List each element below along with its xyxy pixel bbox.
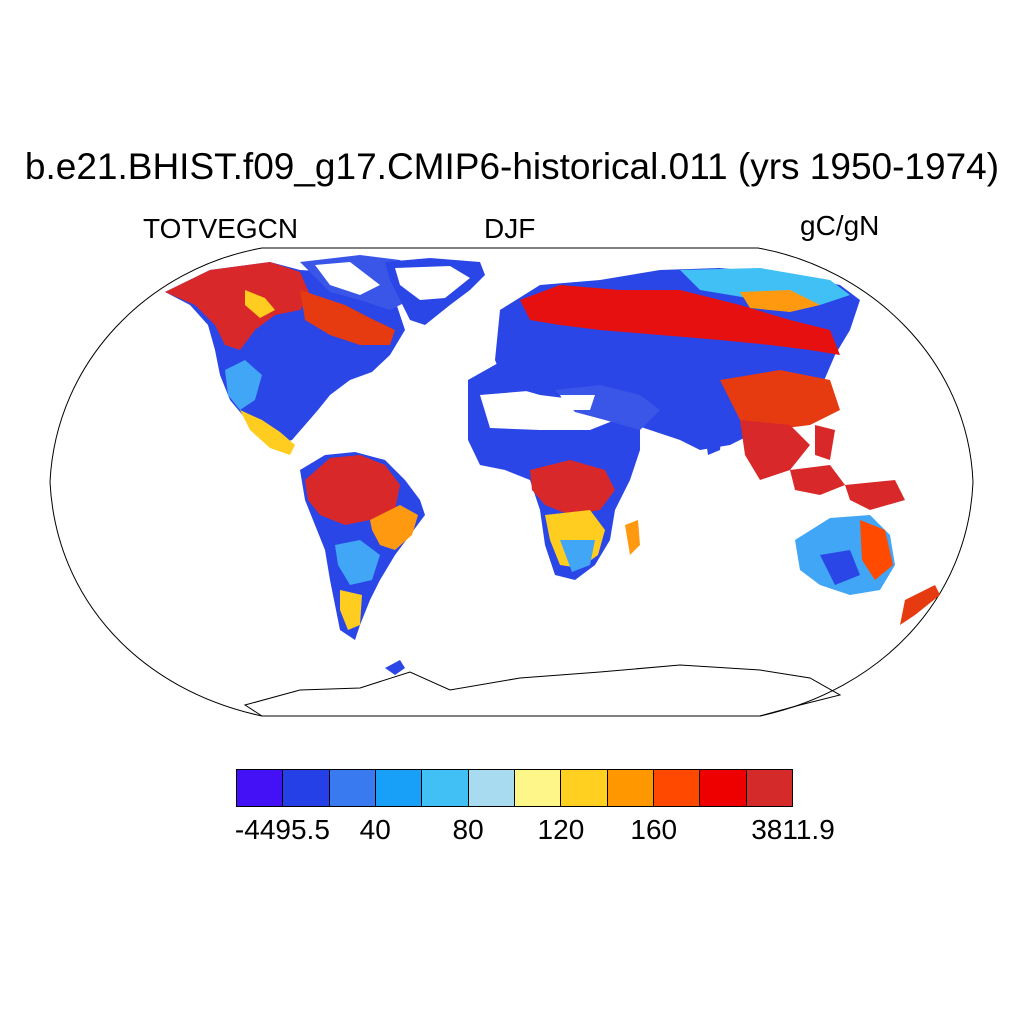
na-hudson <box>315 262 380 295</box>
colorbar-box-5 <box>468 770 515 806</box>
na-southwest <box>225 360 262 410</box>
north-america <box>165 255 420 455</box>
siberia-orange <box>740 290 820 312</box>
colorbar-tick-label: 3811.9 <box>751 814 835 845</box>
sa-mid <box>335 540 380 585</box>
australia-interior <box>820 550 860 585</box>
europe-russia-red <box>520 285 840 355</box>
colorbar-tick-label: 120 <box>537 814 585 845</box>
na-mexico <box>240 410 295 455</box>
south-america <box>300 452 425 640</box>
maritime-se-asia <box>790 425 905 510</box>
colorbar-tick-label: 40 <box>359 814 391 845</box>
season-label: DJF <box>484 213 536 244</box>
units-label: gC/gN <box>800 210 880 241</box>
colorbar <box>236 769 793 807</box>
africa-south-blue <box>560 540 595 572</box>
siberia-lightblue <box>680 268 850 305</box>
variable-label: TOTVEGCN <box>143 213 299 244</box>
colorbar-box-0 <box>237 770 284 806</box>
sa-south <box>340 590 362 630</box>
greenland-ice <box>395 266 470 300</box>
antarctica-outline <box>243 664 842 717</box>
colorbar-box-10 <box>700 770 747 806</box>
australia-east <box>860 520 893 580</box>
sa-brazil-orange <box>370 505 418 550</box>
africa-central-red <box>530 460 615 515</box>
india <box>700 400 725 455</box>
colorbar-box-9 <box>653 770 701 806</box>
colorbar-box-1 <box>283 770 330 806</box>
madagascar <box>625 520 640 555</box>
colorbar-tick-label: -4495.5 <box>234 814 330 845</box>
colorbar-box-2 <box>329 770 376 806</box>
china-red <box>720 370 840 430</box>
new-zealand <box>900 585 940 625</box>
colorbar-tick-label: 160 <box>630 814 678 845</box>
colorbar-box-6 <box>514 770 562 806</box>
na-yellow-patch <box>245 290 275 318</box>
se-asia <box>740 420 810 480</box>
plot-title: b.e21.BHIST.f09_g17.CMIP6-historical.011… <box>24 146 1000 187</box>
na-canada-red <box>300 290 395 345</box>
colorbar-box-4 <box>422 770 469 806</box>
eurasia <box>495 268 860 480</box>
sa-amazon <box>305 455 400 525</box>
colorbar-box-7 <box>561 770 608 806</box>
antarctic-peninsula <box>385 660 405 675</box>
colorbar-tick-label: 80 <box>452 814 484 845</box>
colorbar-box-3 <box>375 770 423 806</box>
colorbar-box-8 <box>607 770 654 806</box>
australia <box>795 515 895 595</box>
middle-east-desert <box>560 395 595 410</box>
na-alaska-red <box>165 262 310 350</box>
colorbar-box-11 <box>746 770 792 806</box>
